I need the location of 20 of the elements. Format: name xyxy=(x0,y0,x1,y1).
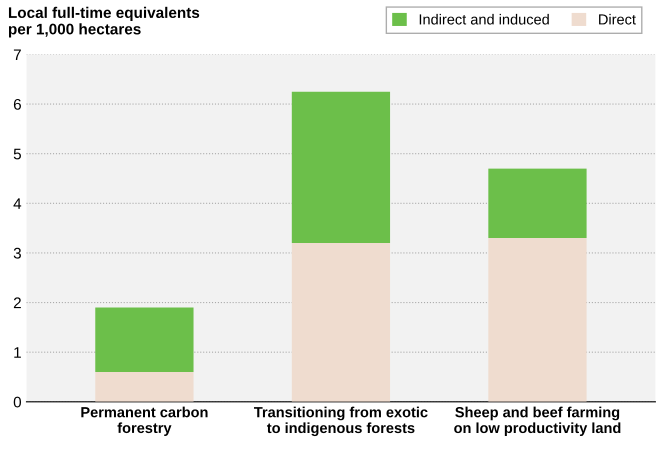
bar xyxy=(95,372,194,402)
y-tick-label: 1 xyxy=(14,347,21,358)
bar xyxy=(292,243,390,402)
legend-label: Indirect and induced xyxy=(420,14,549,25)
y-tick-label: 0 xyxy=(14,396,22,408)
x-tick-label: Sheep and beef farming on low productivity land xyxy=(454,406,620,436)
bar xyxy=(488,238,587,402)
y-axis-title: Local full-time equivalents per 1,000 hectares xyxy=(8,6,200,38)
y-tick-label: 3 xyxy=(14,248,21,259)
y-tick-label: 4 xyxy=(13,198,22,209)
bar xyxy=(488,168,587,238)
y-tick-label: 5 xyxy=(14,148,21,160)
bar xyxy=(292,92,390,244)
bar xyxy=(95,308,194,372)
y-tick-label: 2 xyxy=(14,297,21,308)
y-tick-label: 7 xyxy=(14,50,21,60)
y-tick-label: 6 xyxy=(14,98,21,110)
x-tick-label: Transitioning from exotic to indigenous forests xyxy=(254,406,428,436)
x-tick-label: Permanent carbon forestry xyxy=(81,406,208,436)
legend-label: Direct xyxy=(599,14,636,25)
